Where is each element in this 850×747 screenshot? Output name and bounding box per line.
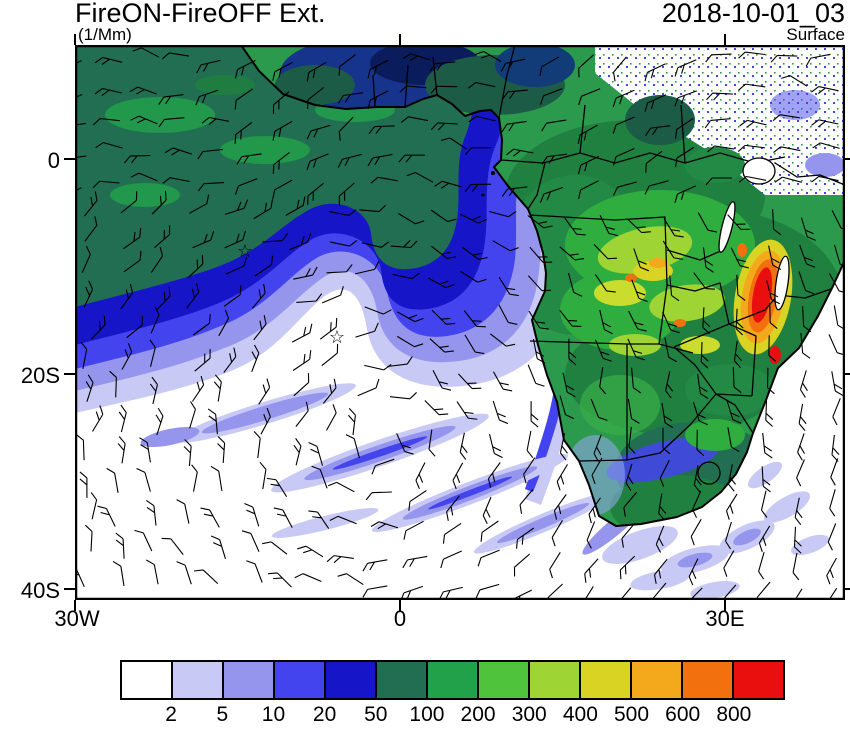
colorbar-label: 2 — [165, 703, 177, 726]
map-canvas: ☆ ☆ — [75, 45, 845, 600]
colorbar-cell — [224, 662, 275, 698]
lat-tick-mark — [64, 158, 75, 160]
colorbar-label: 20 — [312, 703, 337, 726]
map-frame: ☆ ☆ — [75, 45, 845, 600]
lat-tick-label-40S: 40S — [20, 578, 60, 603]
aerosol-streaks — [140, 383, 829, 599]
lon-tick-label-30W: 30W — [54, 606, 100, 631]
colorbar-cell — [173, 662, 224, 698]
lon-tick-mark — [399, 34, 401, 45]
lon-tick-mark — [724, 600, 726, 611]
lon-tick-mark — [724, 34, 726, 45]
colorbar-label: 800 — [716, 703, 752, 726]
colorbar-cell — [530, 662, 581, 698]
star-marker: ☆ — [329, 327, 345, 347]
country-borders — [372, 45, 845, 485]
colorbar-label: 50 — [364, 703, 388, 726]
colorbar-label: 100 — [409, 703, 445, 726]
star-marker: ☆ — [237, 241, 253, 261]
lat-tick-mark — [64, 588, 75, 590]
colorbar-label: 600 — [665, 703, 701, 726]
colorbar-cell — [479, 662, 530, 698]
lat-tick-mark — [845, 588, 850, 590]
colorbar-cell — [377, 662, 428, 698]
plot-title: FireON-FireOFF Ext. — [75, 0, 326, 28]
wind-barbs — [75, 47, 845, 600]
plot-level: Surface — [786, 25, 845, 44]
colorbar-label: 5 — [216, 703, 229, 726]
colorbar-cell — [428, 662, 479, 698]
colorbar-cell — [581, 662, 632, 698]
colorbar-cell — [326, 662, 377, 698]
lat-tick-mark — [845, 158, 850, 160]
colorbar-cell — [275, 662, 326, 698]
colorbar-label: 400 — [562, 703, 598, 726]
map-border — [75, 45, 845, 600]
lon-tick-mark — [74, 34, 76, 45]
plot-units: (1/Mm) — [78, 25, 132, 44]
island-dot — [481, 193, 485, 197]
lon-tick-label-30E: 30E — [705, 606, 745, 631]
lat-tick-label-0: 0 — [47, 148, 60, 173]
colorbar-labels: 2 5 10 20 50 100 200 300 400 500 600 800 — [120, 703, 785, 731]
lon-tick-label-0: 0 — [393, 606, 407, 631]
colorbar-cell — [734, 662, 783, 698]
island-dot — [491, 171, 495, 175]
aerosol-plume — [75, 45, 623, 505]
lat-tick-mark — [845, 373, 850, 375]
colorbar-cell — [632, 662, 683, 698]
lat-tick-mark — [64, 373, 75, 375]
lon-tick-mark — [74, 600, 76, 611]
lat-tick-label-20S: 20S — [20, 363, 60, 388]
plot-datetime: 2018-10-01_03 — [661, 0, 845, 28]
colorbar-label: 500 — [614, 703, 650, 726]
colorbar-label: 300 — [511, 703, 547, 726]
lon-tick-mark — [399, 600, 401, 611]
colorbar — [120, 660, 785, 700]
colorbar-cell — [122, 662, 173, 698]
colorbar-label: 10 — [261, 703, 286, 726]
colorbar-cell — [683, 662, 734, 698]
colorbar-label: 200 — [460, 703, 496, 726]
